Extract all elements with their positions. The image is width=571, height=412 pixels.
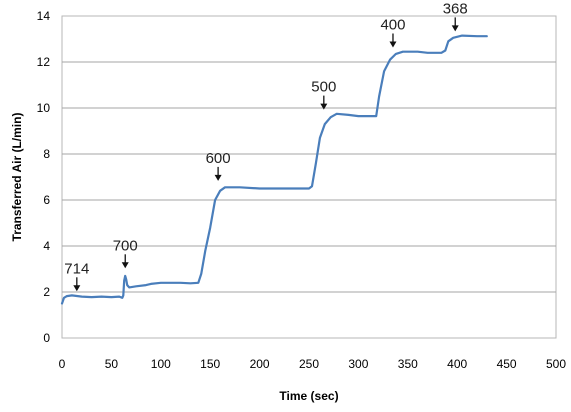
annotation-714: 714 xyxy=(64,260,89,292)
annotation-arrow-head xyxy=(121,262,129,269)
annotation-label: 500 xyxy=(311,79,336,96)
annotation-arrow-head xyxy=(389,41,397,48)
gridlines xyxy=(62,61,556,293)
y-tick-label: 0 xyxy=(43,331,50,345)
x-tick-label: 200 xyxy=(250,357,270,371)
x-tick-label: 500 xyxy=(546,357,566,371)
annotation-label: 368 xyxy=(443,0,468,17)
y-tick-label: 6 xyxy=(43,193,50,207)
x-tick-label: 400 xyxy=(447,357,467,371)
y-tick-label: 4 xyxy=(43,239,50,253)
plot-area xyxy=(61,15,557,339)
series-line-1 xyxy=(60,34,488,305)
annotation-label: 400 xyxy=(380,17,405,34)
x-tick-label: 450 xyxy=(497,357,517,371)
x-axis-title: Time (sec) xyxy=(279,389,338,403)
annotation-600: 600 xyxy=(206,150,231,181)
y-axis-title: Transferred Air (L/min) xyxy=(10,113,24,242)
annotation-label: 600 xyxy=(206,150,231,167)
x-tick-label: 250 xyxy=(299,357,319,371)
annotation-700: 700 xyxy=(113,237,138,269)
y-tick-labels: 0 2 4 6 8 10 12 14 xyxy=(37,9,51,345)
x-tick-label: 150 xyxy=(200,357,220,371)
annotation-400: 400 xyxy=(380,17,405,48)
x-tick-label: 50 xyxy=(105,357,119,371)
y-tick-label: 2 xyxy=(43,285,50,299)
x-tick-label: 100 xyxy=(151,357,171,371)
y-tick-label: 14 xyxy=(37,9,51,23)
annotation-368: 368 xyxy=(443,0,468,32)
y-tick-label: 12 xyxy=(37,55,51,69)
x-tick-label: 350 xyxy=(398,357,418,371)
y-tick-label: 10 xyxy=(37,101,51,115)
x-tick-label: 0 xyxy=(59,357,66,371)
y-tick-label: 8 xyxy=(43,147,50,161)
series-group xyxy=(60,34,488,305)
annotation-arrow-head xyxy=(214,174,222,181)
x-tick-labels: 0 50 100 150 200 250 300 350 400 450 500 xyxy=(59,357,567,371)
annotation-500: 500 xyxy=(311,79,336,110)
x-tick-label: 300 xyxy=(348,357,368,371)
annotations: 714 700 600 500 400 368 xyxy=(64,0,468,292)
annotation-arrow-head xyxy=(320,103,328,110)
annotation-arrow-head xyxy=(451,25,459,32)
annotation-arrow-head xyxy=(73,285,81,292)
annotation-label: 714 xyxy=(64,260,89,277)
annotation-label: 700 xyxy=(113,237,138,254)
